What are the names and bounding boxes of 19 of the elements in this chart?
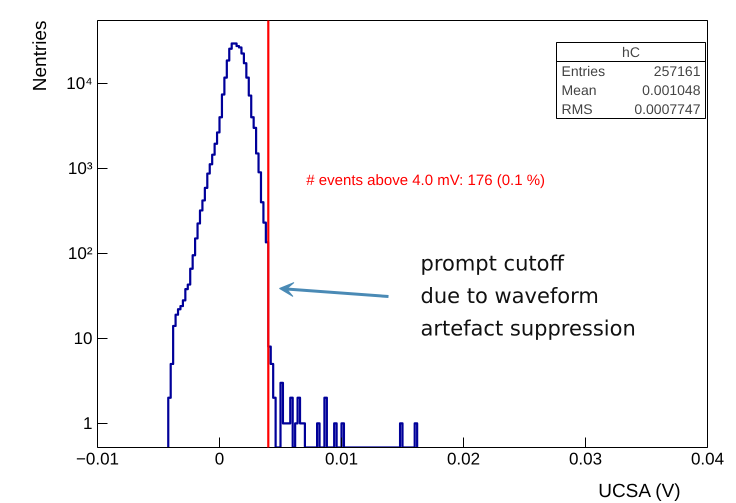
y-tick-label: 10² <box>68 244 93 263</box>
x-tick-label: −0.01 <box>76 450 120 468</box>
annotation: prompt cutoff due to waveform artefact suppression <box>420 252 636 340</box>
y-axis-title: Nentries <box>30 20 51 92</box>
y-tick-label: 10⁴ <box>66 74 93 93</box>
ref-line-label: # events above 4.0 mV: 176 (0.1 %) <box>306 172 546 189</box>
annotation: hC <box>622 44 640 60</box>
x-tick-label: 0.01 <box>324 450 358 468</box>
x-tick-label: 0.04 <box>690 450 724 468</box>
y-tick-label: 10³ <box>68 158 93 178</box>
x-tick-label: 0 <box>214 450 224 468</box>
x-tick-label: 0.03 <box>568 450 602 468</box>
text: RMS 0.0007747 <box>562 101 701 117</box>
text: Mean 0.001048 <box>562 82 701 98</box>
y-tick-label: 1 <box>83 414 93 433</box>
text: Entries 257161 <box>562 63 700 79</box>
y-tick-label: 10 <box>74 328 93 348</box>
x-axis-title: UCSA (V) <box>598 481 681 502</box>
x-tick-label: 0.02 <box>446 450 480 468</box>
